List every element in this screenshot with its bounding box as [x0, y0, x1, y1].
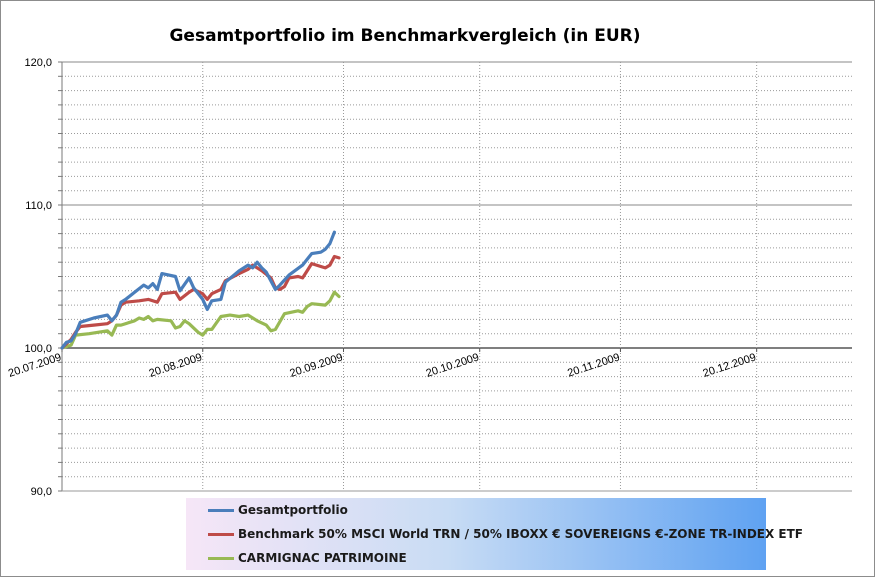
x-tick-label: 20.11.2009	[566, 351, 621, 379]
y-axis-ticks: 120,0 110,0 100,0 90,0	[24, 57, 52, 498]
legend-swatch-carmignac	[208, 556, 234, 560]
series-line-carmignac	[60, 290, 341, 350]
series-lines	[60, 230, 341, 350]
x-tick-label: 20.08.2009	[148, 351, 204, 379]
legend-swatch-gesamtportfolio	[208, 508, 234, 512]
legend-item-gesamtportfolio: Gesamtportfolio	[208, 501, 348, 519]
legend-label-benchmark: Benchmark 50% MSCI World TRN / 50% IBOXX…	[238, 527, 804, 541]
legend-item-carmignac: CARMIGNAC PATRIMOINE	[208, 549, 407, 567]
y-tick-label: 110,0	[25, 200, 52, 212]
x-tick-label: 20.12.2009	[702, 351, 758, 379]
y-tick-label: 120,0	[24, 57, 52, 69]
x-tick-label: 20.10.2009	[425, 351, 481, 379]
legend: Gesamtportfolio Benchmark 50% MSCI World…	[186, 498, 803, 570]
legend-label-carmignac: CARMIGNAC PATRIMOINE	[238, 551, 407, 565]
legend-swatch-benchmark	[208, 532, 234, 536]
gridlines	[62, 61, 852, 492]
series-line-gesamtportfolio	[60, 230, 336, 350]
y-tick-label: 90,0	[31, 486, 52, 498]
legend-item-benchmark: Benchmark 50% MSCI World TRN / 50% IBOXX…	[208, 525, 803, 543]
x-axis-ticks: 20.07.2009 20.08.2009 20.09.2009 20.10.2009…	[7, 348, 758, 380]
legend-label-gesamtportfolio: Gesamtportfolio	[238, 503, 348, 517]
x-tick-label: 20.09.2009	[288, 351, 344, 379]
chart-title: Gesamtportfolio im Benchmarkvergleich (i…	[169, 26, 640, 46]
x-tick-label: 20.07.2009	[7, 351, 63, 379]
y-tick-label: 100,0	[24, 343, 52, 355]
